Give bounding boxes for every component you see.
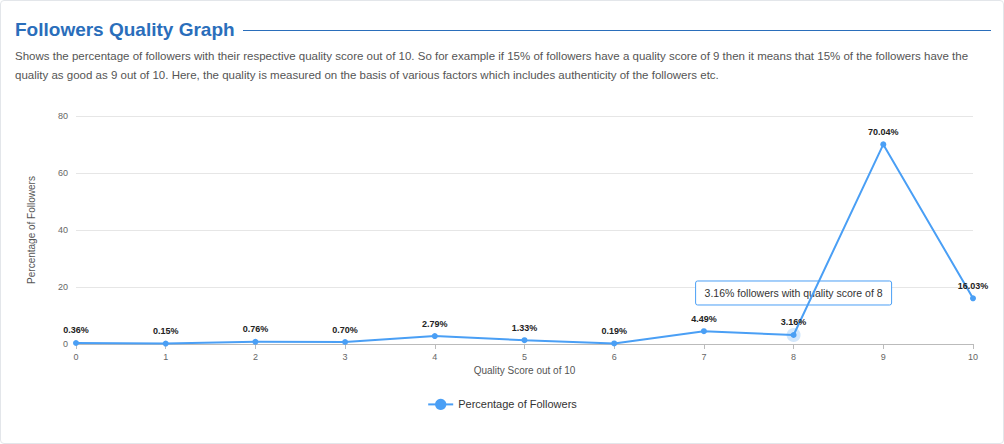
svg-text:Quality Score out of 10: Quality Score out of 10 (474, 365, 576, 376)
svg-text:1: 1 (163, 352, 168, 362)
svg-text:70.04%: 70.04% (868, 127, 899, 137)
svg-text:Percentage of Followers: Percentage of Followers (458, 398, 577, 410)
svg-text:60: 60 (58, 168, 68, 178)
svg-text:10: 10 (968, 352, 978, 362)
svg-text:4.49%: 4.49% (691, 314, 717, 324)
svg-text:0.76%: 0.76% (243, 324, 269, 334)
html-text:Shows the percentage of follow: Shows the percentage of followers with t… (15, 50, 969, 81)
svg-text:20: 20 (58, 282, 68, 292)
svg-text:0: 0 (63, 339, 68, 349)
svg-text:0.19%: 0.19% (601, 326, 627, 336)
svg-text:3.16%: 3.16% (781, 317, 807, 327)
svg-text:Percentage of Followers: Percentage of Followers (26, 176, 37, 284)
svg-text:5: 5 (522, 352, 527, 362)
svg-text:1.33%: 1.33% (512, 323, 538, 333)
svg-text:3: 3 (343, 352, 348, 362)
svg-text:3.16% followers with quality s: 3.16% followers with quality score of 8 (705, 287, 883, 299)
svg-text:0: 0 (73, 352, 78, 362)
svg-text:80: 80 (58, 111, 68, 121)
svg-text:2: 2 (253, 352, 258, 362)
svg-text:8: 8 (791, 352, 796, 362)
svg-text:6: 6 (612, 352, 617, 362)
svg-text:2.79%: 2.79% (422, 319, 448, 329)
svg-text:4: 4 (432, 352, 437, 362)
svg-text:9: 9 (881, 352, 886, 362)
svg-text:7: 7 (701, 352, 706, 362)
svg-text:0.70%: 0.70% (332, 325, 358, 335)
svg-text:16.03%: 16.03% (958, 281, 989, 291)
svg-text:0.36%: 0.36% (63, 325, 89, 335)
svg-text:40: 40 (58, 225, 68, 235)
svg-text:0.15%: 0.15% (153, 326, 179, 336)
html-text:Followers Quality Graph: Followers Quality Graph (15, 19, 235, 40)
